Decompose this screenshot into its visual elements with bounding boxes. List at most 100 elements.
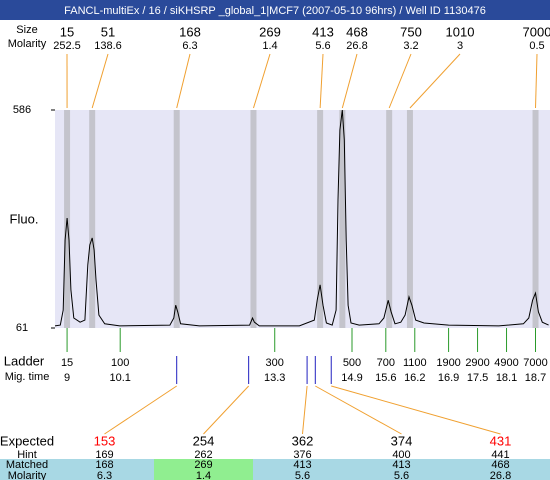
matched-size: 413 bbox=[392, 459, 410, 471]
hint-size: 400 bbox=[392, 449, 410, 461]
peak-band bbox=[339, 110, 346, 328]
peak-size: 269 bbox=[259, 24, 281, 39]
y-tick-label: 61 bbox=[16, 322, 28, 334]
hint-size: 169 bbox=[95, 449, 113, 461]
ladder-time: 15.6 bbox=[375, 372, 396, 384]
peak-band bbox=[386, 110, 393, 328]
ladder-time: 16.2 bbox=[404, 372, 425, 384]
matched-size: 468 bbox=[491, 459, 509, 471]
peak-size: 1010 bbox=[446, 24, 475, 39]
peak-size: 15 bbox=[60, 24, 74, 39]
ladder-time: 17.5 bbox=[467, 372, 488, 384]
ladder-size: 300 bbox=[266, 357, 284, 369]
hint-size: 441 bbox=[491, 449, 509, 461]
peak-connector bbox=[91, 53, 109, 109]
size-label: Size bbox=[16, 24, 37, 36]
ladder-time: 16.9 bbox=[438, 372, 459, 384]
peak-molarity: 5.6 bbox=[315, 40, 330, 52]
matched-size: 269 bbox=[194, 459, 212, 471]
peak-connector bbox=[409, 53, 461, 109]
label-cell bbox=[0, 459, 55, 480]
peak-molarity: 3 bbox=[457, 40, 463, 52]
ladder-label: Ladder bbox=[4, 353, 45, 368]
peak-connector bbox=[319, 53, 324, 109]
peak-band bbox=[250, 110, 257, 328]
expected-connector bbox=[331, 385, 501, 435]
matched-molarity: 6.3 bbox=[97, 470, 112, 480]
ladder-size: 1100 bbox=[403, 357, 427, 369]
matched-size: 413 bbox=[293, 459, 311, 471]
peak-connector bbox=[176, 53, 191, 109]
matched-cell bbox=[352, 459, 451, 480]
ladder-size: 1900 bbox=[436, 357, 460, 369]
matched-size: 168 bbox=[95, 459, 113, 471]
hint-size: 376 bbox=[293, 449, 311, 461]
matched-molarity: 5.6 bbox=[394, 470, 409, 480]
peak-connector bbox=[535, 53, 538, 109]
expected-connector bbox=[203, 385, 250, 435]
ladder-time: 18.7 bbox=[525, 372, 546, 384]
peak-connector bbox=[388, 53, 412, 109]
expected-label: Expected bbox=[0, 433, 54, 448]
ladder-time: 9 bbox=[64, 372, 70, 384]
expected-size: 362 bbox=[292, 433, 314, 448]
peak-molarity: 1.4 bbox=[262, 40, 277, 52]
expected-connector bbox=[315, 385, 402, 435]
peak-band bbox=[317, 110, 324, 328]
hint-label: Hint bbox=[17, 449, 37, 461]
matched-cell bbox=[451, 459, 550, 480]
expected-size: 254 bbox=[193, 433, 215, 448]
ladder-size: 2900 bbox=[465, 357, 489, 369]
mig-time-label: Mig. time bbox=[5, 371, 50, 383]
peak-band bbox=[89, 110, 96, 328]
ladder-size: 4900 bbox=[494, 357, 518, 369]
matched-cell bbox=[154, 459, 253, 480]
peak-molarity: 0.5 bbox=[529, 40, 544, 52]
peak-size: 7000 bbox=[523, 24, 550, 39]
peak-connector bbox=[341, 53, 358, 109]
matched-label: Matched bbox=[6, 459, 48, 471]
plot-area bbox=[55, 110, 550, 328]
peak-band bbox=[173, 110, 180, 328]
matched-cell bbox=[55, 459, 154, 480]
matched-molarity: 5.6 bbox=[295, 470, 310, 480]
hint-size: 262 bbox=[194, 449, 212, 461]
ladder-time: 13.3 bbox=[264, 372, 285, 384]
expected-size: 153 bbox=[94, 433, 116, 448]
ladder-size: 100 bbox=[111, 357, 129, 369]
title-bar bbox=[0, 0, 550, 20]
ladder-size: 7000 bbox=[523, 357, 547, 369]
peak-molarity: 252.5 bbox=[53, 40, 81, 52]
matched-cell bbox=[253, 459, 352, 480]
trace bbox=[54, 109, 549, 327]
expected-connector bbox=[302, 385, 308, 435]
peak-size: 468 bbox=[346, 24, 368, 39]
peak-molarity: 138.6 bbox=[94, 40, 122, 52]
peak-band bbox=[406, 110, 413, 328]
ladder-size: 500 bbox=[343, 357, 361, 369]
y-axis-label: Fluo. bbox=[10, 211, 39, 226]
ladder-time: 18.1 bbox=[496, 372, 517, 384]
peak-size: 750 bbox=[400, 24, 422, 39]
matched-molarity: 1.4 bbox=[196, 470, 211, 480]
ladder-time: 14.9 bbox=[341, 372, 362, 384]
peak-size: 168 bbox=[179, 24, 201, 39]
expected-size: 431 bbox=[490, 433, 512, 448]
peak-size: 51 bbox=[101, 24, 115, 39]
peak-molarity: 6.3 bbox=[182, 40, 197, 52]
peak-molarity: 26.8 bbox=[346, 40, 367, 52]
ladder-size: 15 bbox=[61, 357, 73, 369]
y-tick-label: 586 bbox=[13, 104, 31, 116]
peak-band bbox=[532, 110, 539, 328]
peak-molarity: 3.2 bbox=[403, 40, 418, 52]
expected-size: 374 bbox=[391, 433, 413, 448]
ladder-time: 10.1 bbox=[109, 372, 130, 384]
molarity-row-label: Molarity bbox=[8, 470, 47, 480]
peak-size: 413 bbox=[312, 24, 334, 39]
peak-connector bbox=[253, 53, 271, 109]
expected-connector bbox=[104, 385, 177, 435]
matched-molarity: 26.8 bbox=[490, 470, 511, 480]
title: FANCL-multiEx / 16 / siKHSRP _global_1|M… bbox=[64, 5, 486, 17]
molarity-label: Molarity bbox=[8, 38, 47, 50]
